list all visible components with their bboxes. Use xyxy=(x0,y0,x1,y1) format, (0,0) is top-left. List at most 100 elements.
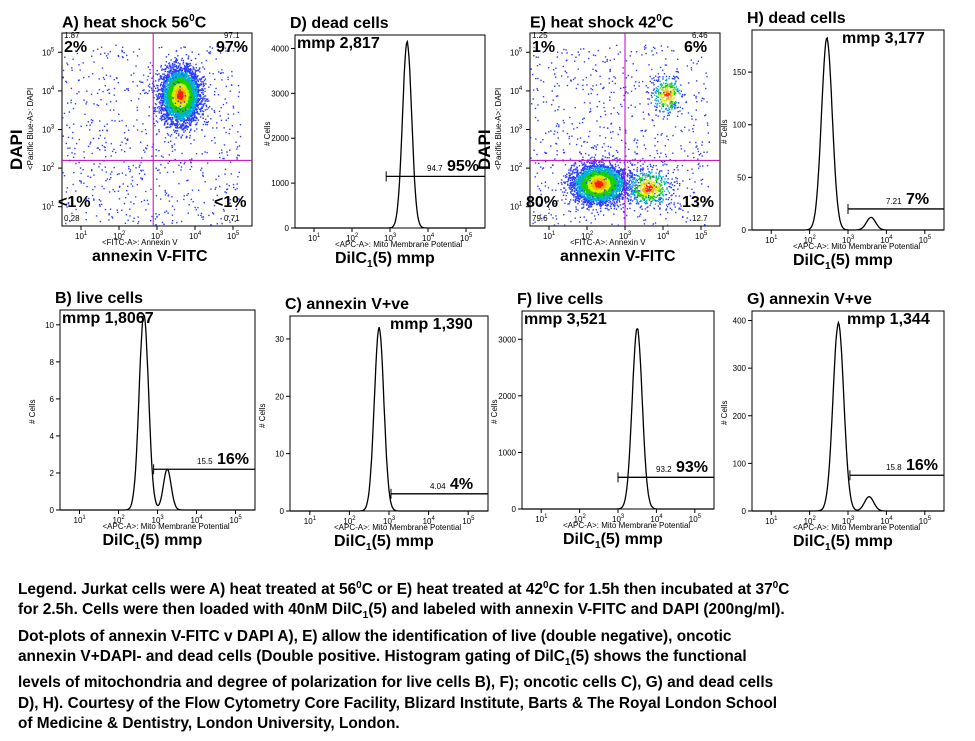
label-text: DilC xyxy=(335,250,367,267)
gate-percent: 7% xyxy=(906,191,929,209)
legend-text: for 2.5h. Cells were then loaded with 40… xyxy=(18,601,363,619)
gate-percent-small: 4.04 xyxy=(430,482,446,491)
label-text: <APC-A>: Mito Membrane Potential xyxy=(563,521,691,530)
y-tick-label: 100 xyxy=(733,121,747,130)
label-text: <APC-A>: Mito Membrane Potential xyxy=(102,522,230,531)
y-tick-label: 2000 xyxy=(271,134,289,143)
quadrant-percent: 2% xyxy=(64,39,87,57)
panel-title-text: A) heat shock 56 xyxy=(62,14,190,32)
label-text: annexin V-FITC xyxy=(92,248,208,265)
label-text: mmp 1,390 xyxy=(390,316,473,333)
y-tick-label: 2 xyxy=(50,469,55,478)
x-tick-label: 102 xyxy=(113,231,126,241)
label-text: 6% xyxy=(684,39,708,56)
x-tick-label: 101 xyxy=(74,515,87,525)
label-text: DAPI xyxy=(475,128,494,170)
x-axis-small-label: <APC-A>: Mito Membrane Potential xyxy=(334,523,461,532)
x-axis-small-label: <FITC-A>: Annexin V xyxy=(102,238,178,247)
x-tick-label: 104 xyxy=(189,231,202,241)
label-text: <APC-A>: Mito Membrane Potential xyxy=(793,523,921,532)
panel-title: B) live cells xyxy=(55,290,143,308)
quadrant-percent-small: 1.87 xyxy=(64,31,80,40)
label-text: <FITC-A>: Annexin V xyxy=(102,238,178,247)
legend-sup: 0 xyxy=(356,580,362,591)
label-text: 13% xyxy=(682,194,715,211)
mmp-value: mmp 3,177 xyxy=(842,30,925,48)
label-text: annexin V-FITC xyxy=(560,248,676,265)
x-axis-label: annexin V-FITC xyxy=(92,248,208,266)
y-tick-label: 105 xyxy=(42,47,55,57)
legend-sup: 0 xyxy=(772,580,779,591)
panel-title: H) dead cells xyxy=(747,10,846,28)
panel-title: F) live cells xyxy=(517,291,603,309)
x-tick-label: 103 xyxy=(152,515,165,525)
plot-frame xyxy=(289,315,489,512)
quadrant-percent: 1% xyxy=(532,39,555,57)
scatter-points xyxy=(62,44,242,227)
quadrant-percent-small: 97.1 xyxy=(224,31,240,40)
y-axis-small-label: # Cells xyxy=(720,401,729,425)
gate-percent: 4% xyxy=(450,476,473,494)
mmp-value: mmp 2,817 xyxy=(297,35,380,53)
histogram-curve xyxy=(752,320,944,512)
x-tick-label: 102 xyxy=(804,516,817,526)
label-text: mmp 1,344 xyxy=(847,311,930,328)
quadrant-percent-small: 0.28 xyxy=(64,214,80,223)
legend-text: Legend. Jurkat cells were A) heat treate… xyxy=(18,581,357,599)
label-text: (5) mmp xyxy=(830,252,893,269)
legend-text: C xyxy=(778,581,790,599)
label-text: <1% xyxy=(214,194,247,211)
label-text: (5) mmp xyxy=(371,533,434,550)
y-tick-label: 10 xyxy=(275,450,284,459)
label-text: 0.71 xyxy=(224,214,240,223)
x-axis-label-sub: 1 xyxy=(367,259,373,271)
x-axis-label: DilC1(5) mmp xyxy=(103,532,203,552)
panel-title: C) annexin V+ve xyxy=(285,296,409,314)
quadrant-percent: 97% xyxy=(216,39,248,57)
label-text: 16% xyxy=(906,457,939,475)
label-text: 93% xyxy=(676,459,709,477)
y-axis-label: DAPI xyxy=(475,129,495,170)
label-text: 7% xyxy=(906,190,930,208)
legend-text: D), H). Courtesy of the Flow Cytometry C… xyxy=(18,694,778,712)
x-tick-label: 101 xyxy=(308,233,321,243)
label-text: <APC-A>: Mito Membrane Potential xyxy=(335,240,463,249)
quadrant-percent-small: 12.7 xyxy=(692,214,708,223)
x-tick-label: 105 xyxy=(695,231,708,241)
x-tick-label: 102 xyxy=(113,515,126,525)
y-tick-label: 0 xyxy=(50,506,55,515)
panel-title: G) annexin V+ve xyxy=(747,291,872,309)
x-tick-label: 101 xyxy=(765,516,778,526)
legend-text: (5) and labeled with annexin V-FITC and … xyxy=(368,601,785,619)
quadrant-percent: <1% xyxy=(214,194,246,212)
panel-title-text: D) dead cells xyxy=(290,15,389,32)
x-axis-small-label: <FITC-A>: Annexin V xyxy=(570,238,646,247)
x-tick-label: 105 xyxy=(460,233,473,243)
legend-text: of Medicine & Dentistry, London Universi… xyxy=(18,715,400,733)
y-tick-label: 3000 xyxy=(271,89,289,98)
figure-legend: Legend. Jurkat cells were A) heat treate… xyxy=(18,576,968,734)
gate-percent: 16% xyxy=(217,451,249,469)
label-text: (5) mmp xyxy=(140,532,203,549)
histogram-curve xyxy=(60,313,255,511)
y-tick-label: 0 xyxy=(742,226,747,235)
label-text: # Cells xyxy=(258,403,267,428)
quadrant-percent: 13% xyxy=(682,194,714,212)
x-tick-label: 105 xyxy=(227,231,240,241)
y-tick-label: 0 xyxy=(280,507,285,516)
y-tick-label: 3000 xyxy=(498,335,516,344)
label-text: DilC xyxy=(793,533,825,550)
panel-title-text: H) dead cells xyxy=(747,10,846,27)
label-text: (5) mmp xyxy=(830,533,893,550)
label-text: <Pacific Blue-A>: DAPI xyxy=(26,87,35,170)
y-tick-label: 0 xyxy=(512,505,517,514)
panel-title-text: E) heat shock 42 xyxy=(530,14,657,32)
panel-title: E) heat shock 420C xyxy=(530,13,673,32)
y-tick-label: 102 xyxy=(42,163,55,173)
label-text: <1% xyxy=(58,194,91,211)
label-text: # Cells xyxy=(263,121,272,146)
gate-percent-small: 7.21 xyxy=(886,197,902,206)
legend-text: annexin V+DAPI- and dead cells (Double p… xyxy=(18,648,565,666)
label-text: # Cells xyxy=(28,399,37,424)
label-text: 15.8 xyxy=(886,463,902,473)
